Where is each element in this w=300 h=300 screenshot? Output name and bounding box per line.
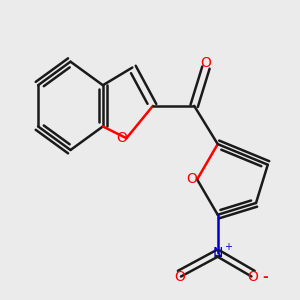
Text: O: O bbox=[174, 270, 185, 283]
Text: -: - bbox=[262, 270, 268, 283]
Text: O: O bbox=[186, 172, 197, 186]
Text: N: N bbox=[212, 246, 223, 260]
Text: O: O bbox=[117, 131, 128, 145]
Text: +: + bbox=[224, 242, 232, 252]
Text: O: O bbox=[248, 270, 259, 283]
Text: O: O bbox=[200, 56, 211, 70]
